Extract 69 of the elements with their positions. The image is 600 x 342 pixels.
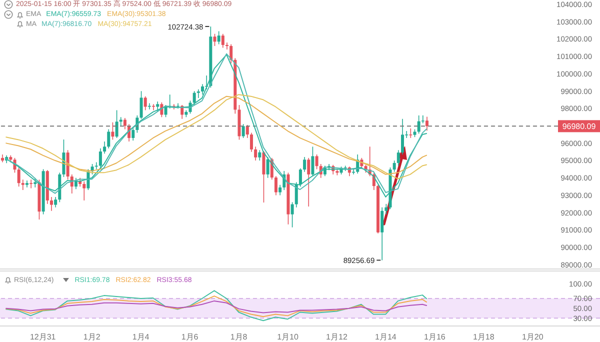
candlestick (401, 118, 404, 155)
candlestick (132, 127, 135, 141)
candlestick (98, 148, 102, 168)
candlestick (250, 132, 253, 152)
candlestick (17, 167, 20, 187)
candlestick (213, 33, 216, 46)
x-tick-label: 1月10 (277, 332, 299, 342)
candlestick (94, 162, 98, 170)
candlestick (417, 115, 420, 134)
candlestick (144, 96, 147, 111)
candlestick (192, 90, 196, 106)
x-tick-label: 1月20 (522, 332, 544, 342)
candlestick (201, 84, 204, 95)
x-tick-label: 1月14 (375, 332, 397, 342)
candlestick (196, 88, 200, 98)
candlestick (103, 141, 106, 154)
candlestick (274, 176, 278, 196)
candlestick (298, 168, 302, 187)
candlestick (225, 42, 228, 50)
candlestick (307, 158, 310, 207)
candlestick (217, 30, 220, 45)
candlestick (50, 196, 53, 212)
candlestick (119, 116, 122, 126)
candlestick (266, 156, 270, 178)
candlestick (66, 150, 70, 180)
candlestick (396, 150, 400, 166)
candlestick (54, 196, 58, 208)
candlestick (421, 115, 424, 124)
x-tick-label: 12月31 (30, 332, 56, 342)
candlestick (242, 124, 245, 138)
candlestick (303, 156, 306, 172)
x-tick-label: 1月12 (326, 332, 348, 342)
candlestick (21, 179, 24, 190)
x-tick-label: 1月16 (424, 332, 446, 342)
candlestick (384, 204, 388, 215)
candlestick (221, 33, 224, 48)
candlestick (156, 101, 160, 112)
candlestick (107, 128, 110, 149)
candlestick (30, 179, 33, 189)
candlestick (392, 160, 396, 172)
candlestick (123, 118, 126, 130)
candlestick (230, 44, 233, 64)
candlestick (258, 150, 262, 161)
ref-line-label: 96980.09 (562, 122, 596, 132)
line-series (6, 290, 428, 322)
candlestick (115, 110, 118, 138)
candlestick (311, 146, 314, 177)
line-series (6, 300, 428, 314)
candlestick (409, 128, 412, 138)
candlestick (140, 90, 143, 120)
candlestick (25, 180, 28, 188)
candlestick (262, 150, 266, 203)
candlestick (82, 180, 86, 201)
x-tick-label: 1月6 (181, 332, 199, 342)
candlestick (62, 139, 66, 178)
x-tick-label: 1月4 (132, 332, 150, 342)
candlestick (74, 177, 78, 190)
candlestick (290, 202, 294, 228)
candlestick (246, 124, 249, 138)
x-tick-label: 1月18 (472, 332, 495, 342)
candlestick (425, 116, 428, 132)
x-tick-label: 1月8 (230, 332, 248, 342)
candlestick (315, 154, 318, 170)
candlestick (111, 122, 114, 140)
candlestick (254, 146, 258, 161)
x-tick-label: 1月2 (83, 332, 101, 342)
line-series (6, 296, 428, 318)
candlestick (278, 184, 282, 196)
candlestick (380, 206, 384, 261)
